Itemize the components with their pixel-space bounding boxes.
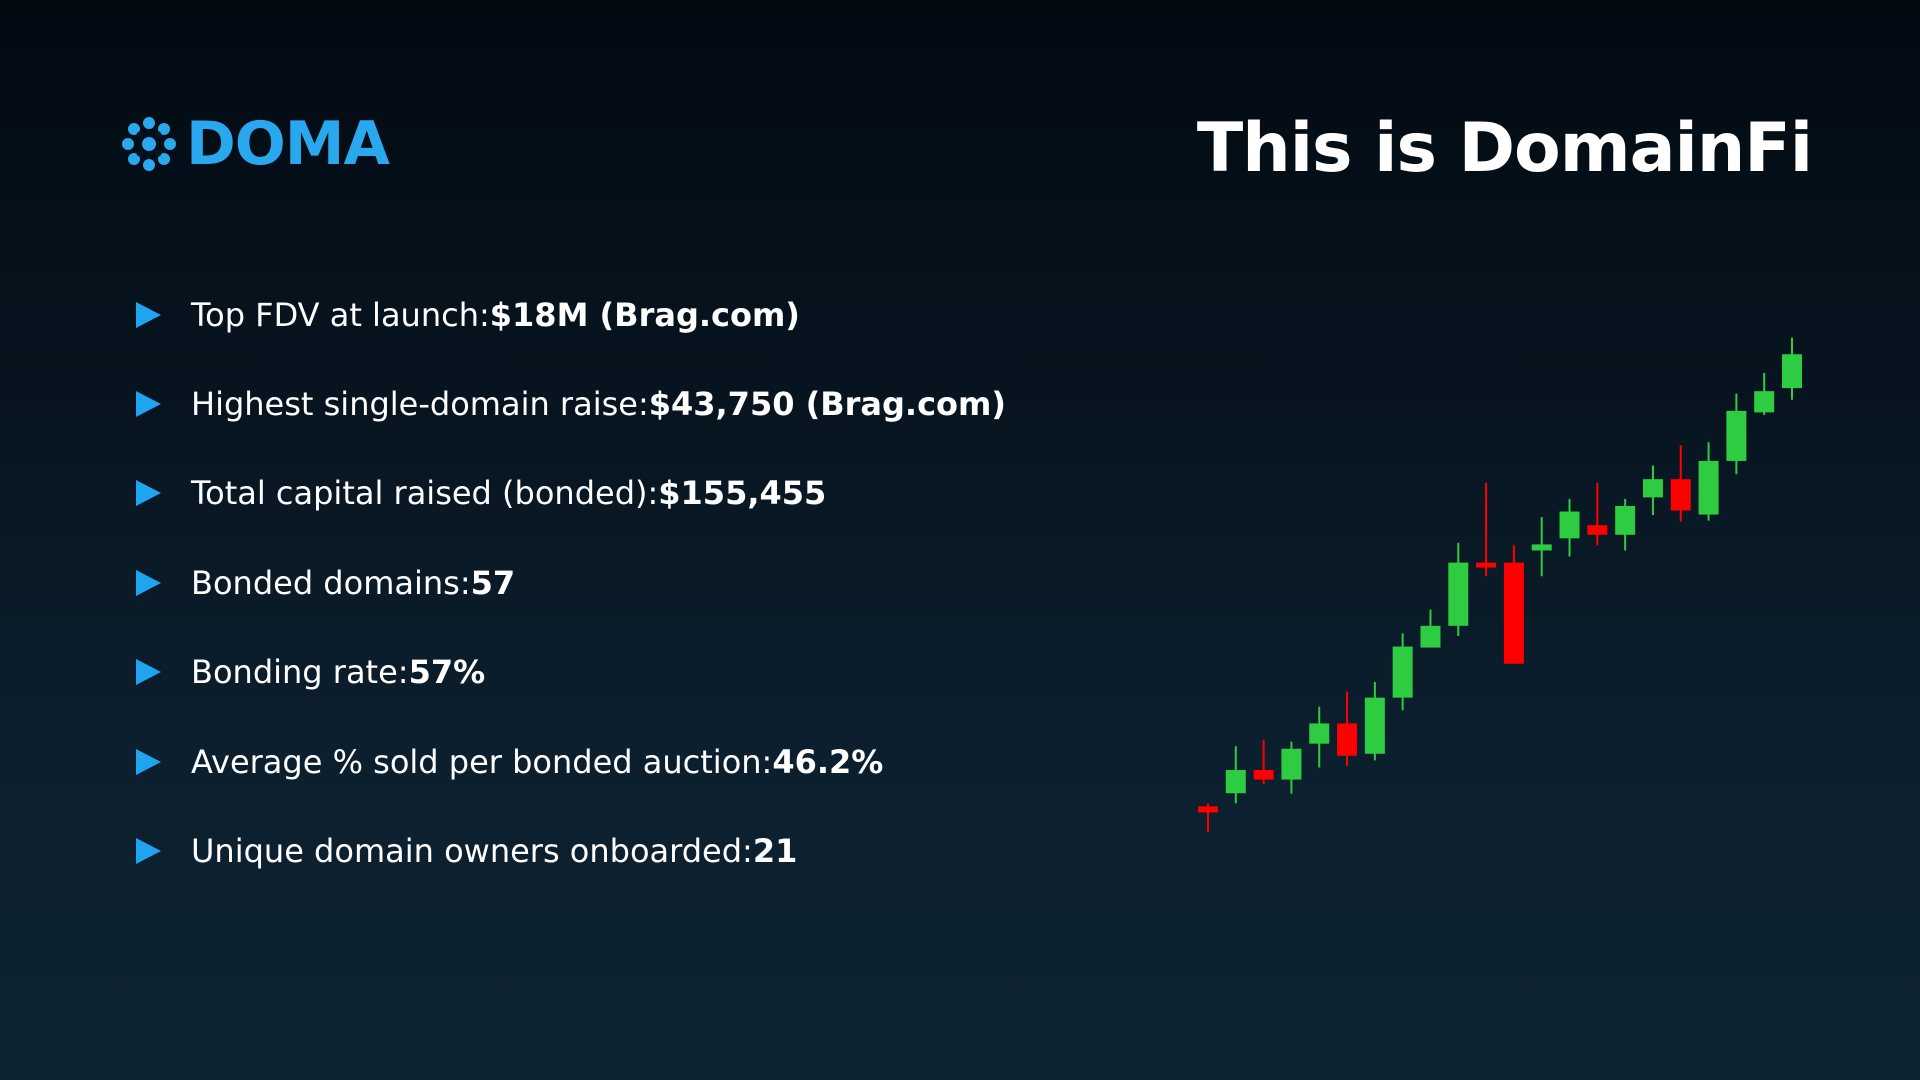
logo-wordmark: DOMA (186, 109, 390, 179)
stat-label: Total capital raised (bonded): (191, 474, 659, 513)
candle (1198, 803, 1218, 832)
candle (1642, 465, 1663, 516)
stat-item-bonded-domains: Bonded domains: 57 (136, 538, 1006, 627)
candle (1754, 372, 1775, 415)
candle-body (1642, 479, 1663, 498)
candle (1503, 545, 1524, 664)
stat-item-unique-owners: Unique domain owners onboarded: 21 (136, 806, 1006, 895)
candle-body (1531, 544, 1552, 551)
candle (1420, 609, 1441, 648)
doma-logo[interactable]: DOMA (120, 109, 390, 179)
stat-label: Highest single-domain raise: (191, 385, 649, 424)
candle-body (1337, 723, 1358, 756)
candle-body (1281, 748, 1302, 780)
candle (1364, 681, 1385, 761)
candle (1448, 542, 1469, 636)
candle-body (1615, 505, 1636, 535)
candle-body (1559, 511, 1580, 539)
candle (1698, 442, 1719, 521)
candle-body (1392, 646, 1413, 698)
play-triangle-icon (136, 659, 161, 686)
candle (1670, 445, 1691, 522)
candle-body (1503, 562, 1524, 664)
stat-item-highest-raise: Highest single-domain raise: $43,750 (Br… (136, 359, 1006, 448)
stat-label: Bonding rate: (191, 653, 409, 692)
stats-list: Top FDV at launch: $18M (Brag.com) Highe… (136, 270, 1006, 896)
doma-flower-icon (122, 117, 176, 171)
candle (1559, 498, 1580, 557)
stat-value: 46.2% (772, 742, 884, 781)
stat-label: Unique domain owners onboarded: (191, 832, 753, 871)
candle (1782, 337, 1802, 400)
candle-body (1448, 562, 1469, 626)
candle-body (1364, 697, 1385, 754)
candle-body (1253, 769, 1274, 780)
candle-body (1476, 562, 1497, 568)
stat-value: 57% (408, 653, 486, 692)
stat-label: Average % sold per bonded auction: (191, 742, 773, 781)
play-triangle-icon (136, 301, 161, 328)
stat-value: $43,750 (Brag.com) (648, 385, 1006, 424)
candle-body (1198, 806, 1218, 813)
candle (1531, 517, 1552, 577)
play-triangle-icon (136, 480, 161, 507)
candle-body (1726, 410, 1747, 461)
candle (1476, 482, 1497, 577)
page-title: This is DomainFi (1196, 109, 1813, 188)
candle-body (1698, 460, 1719, 515)
candlestick-chart (1198, 337, 1802, 832)
candle (1726, 393, 1747, 475)
stat-label: Bonded domains: (191, 563, 471, 602)
stat-value: $18M (Brag.com) (489, 295, 800, 334)
stat-item-total-capital: Total capital raised (bonded): $155,455 (136, 449, 1006, 538)
stat-item-top-fdv: Top FDV at launch: $18M (Brag.com) (136, 270, 1006, 359)
play-triangle-icon (136, 748, 161, 775)
candle-body (1587, 525, 1608, 535)
candle (1225, 746, 1246, 804)
stat-value: 21 (752, 832, 798, 871)
play-triangle-icon (136, 391, 161, 418)
stat-label: Top FDV at launch: (191, 295, 490, 334)
candle-body (1309, 723, 1330, 744)
candle (1253, 739, 1274, 785)
candle-body (1670, 479, 1691, 511)
play-triangle-icon (136, 569, 161, 596)
candle (1587, 482, 1608, 546)
play-triangle-icon (136, 838, 161, 865)
candle (1337, 691, 1358, 766)
stat-value: $155,455 (658, 474, 827, 513)
candle-body (1225, 769, 1246, 794)
candle (1392, 633, 1413, 711)
candle-body (1754, 391, 1775, 413)
stat-value: 57 (470, 563, 516, 602)
stat-item-bonding-rate: Bonding rate: 57% (136, 628, 1006, 717)
candle-body (1420, 625, 1441, 648)
candle (1309, 706, 1330, 768)
candle (1281, 741, 1302, 794)
candle (1615, 498, 1636, 551)
stat-item-average-sold: Average % sold per bonded auction: 46.2% (136, 717, 1006, 806)
candle-body (1782, 354, 1802, 389)
